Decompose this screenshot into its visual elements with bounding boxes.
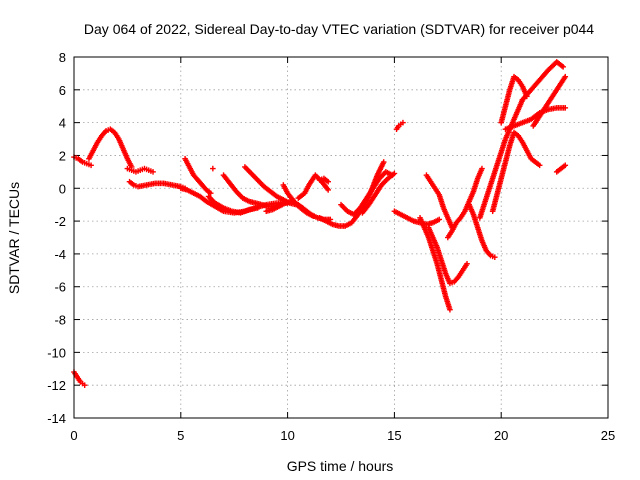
series-arc-18 bbox=[393, 119, 406, 132]
x-tick-label: 25 bbox=[601, 428, 615, 443]
y-tick-label: 2 bbox=[59, 148, 66, 163]
series-arc-15 bbox=[316, 175, 331, 185]
y-tick-label: -12 bbox=[47, 378, 66, 393]
series-arc-8 bbox=[205, 193, 261, 216]
series-arc-13 bbox=[295, 172, 331, 201]
y-tick-label: -4 bbox=[54, 247, 66, 262]
x-tick-label: 15 bbox=[387, 428, 401, 443]
series-arc-24 bbox=[466, 201, 498, 260]
y-tick-label: -2 bbox=[54, 214, 66, 229]
series-arc-4 bbox=[124, 165, 156, 175]
data-points bbox=[71, 59, 569, 388]
series-arc-3 bbox=[86, 126, 135, 170]
series-arc-19 bbox=[391, 208, 443, 228]
axis-ticks bbox=[73, 56, 609, 419]
x-tick-label: 20 bbox=[494, 428, 508, 443]
y-tick-labels: -14 -12 -10 -8 -6 -4 -2 0 2 4 6 8 bbox=[47, 50, 66, 426]
series-arc-20 bbox=[417, 215, 453, 313]
series-arc-17 bbox=[359, 170, 398, 216]
y-tick-label: 6 bbox=[59, 83, 66, 98]
series-arc-26 bbox=[489, 129, 543, 215]
y-tick-label: -6 bbox=[54, 280, 66, 295]
grid-lines bbox=[74, 57, 608, 418]
y-axis-label: SDTVAR / TECUs bbox=[6, 182, 22, 294]
plot-frame bbox=[73, 56, 609, 419]
y-tick-label: 4 bbox=[59, 116, 66, 131]
series-arc-5 bbox=[126, 178, 188, 192]
series-arc-16 bbox=[338, 169, 396, 218]
y-tick-label: -10 bbox=[47, 345, 66, 360]
x-axis-label: GPS time / hours bbox=[287, 458, 394, 474]
chart-title: Day 064 of 2022, Sidereal Day-to-day VTE… bbox=[84, 21, 594, 37]
series-arc-29 bbox=[519, 59, 566, 103]
y-tick-label: 8 bbox=[59, 50, 66, 65]
series-arc-21 bbox=[425, 224, 470, 287]
series-arc-31 bbox=[553, 162, 569, 175]
y-tick-label: -14 bbox=[47, 411, 66, 426]
x-tick-label: 0 bbox=[70, 428, 77, 443]
series-arc-23 bbox=[445, 165, 485, 241]
y-tick-label: 0 bbox=[59, 181, 66, 196]
y-tick-label: -8 bbox=[54, 313, 66, 328]
series-arc-27 bbox=[498, 73, 530, 126]
series-arc-22 bbox=[423, 172, 455, 231]
series-arc-12 bbox=[280, 182, 317, 219]
series-arc-32 bbox=[210, 165, 216, 172]
x-tick-labels: 0 5 10 15 20 25 bbox=[70, 428, 615, 443]
series-arc-30 bbox=[530, 73, 569, 129]
series-arc-7 bbox=[182, 155, 214, 196]
x-tick-label: 10 bbox=[280, 428, 294, 443]
x-tick-label: 5 bbox=[177, 428, 184, 443]
